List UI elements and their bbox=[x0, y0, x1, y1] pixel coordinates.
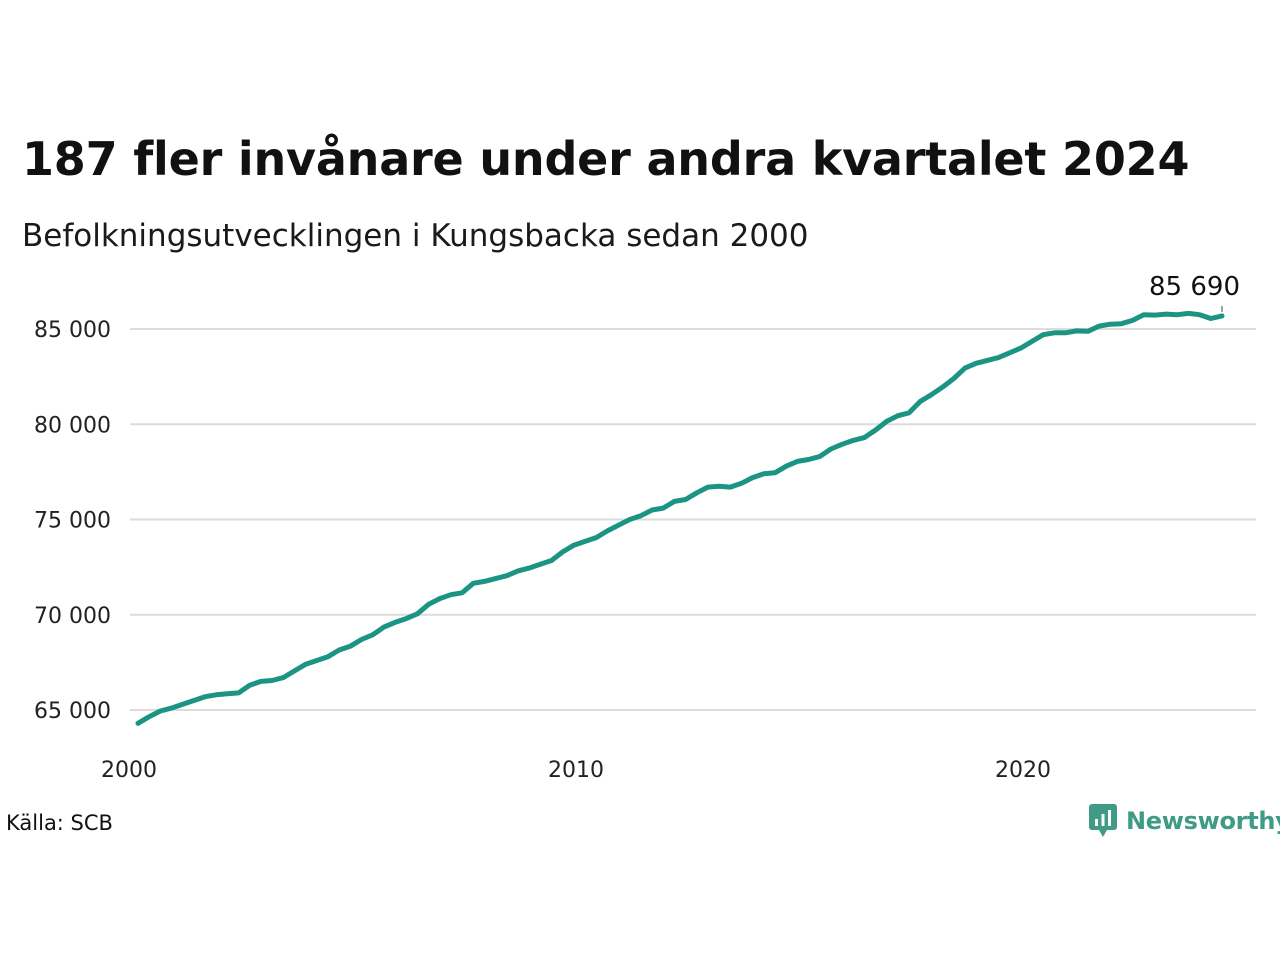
x-tick-label: 2000 bbox=[101, 758, 157, 783]
chart-title: 187 fler invånare under andra kvartalet … bbox=[22, 132, 1190, 186]
series-layer bbox=[135, 310, 1225, 726]
newsworthy-logo[interactable]: Newsworthy bbox=[1088, 803, 1280, 839]
gridlines bbox=[130, 328, 1256, 711]
y-tick-label: 65 000 bbox=[34, 699, 111, 724]
y-tick-label: 75 000 bbox=[34, 509, 111, 534]
x-axis-tick-labels: 2000 2010 2020 bbox=[101, 758, 1051, 783]
annotation-layer: 85 690 bbox=[1149, 272, 1240, 312]
chart-subtitle: Befolkningsutvecklingen i Kungsbacka sed… bbox=[22, 218, 809, 254]
y-axis-tick-labels: 65 000 70 000 75 000 80 000 85 000 bbox=[34, 318, 111, 724]
y-tick-label: 85 000 bbox=[34, 318, 111, 343]
brand-name: Newsworthy bbox=[1126, 807, 1280, 835]
source-note: Källa: SCB bbox=[6, 811, 113, 835]
x-tick-label: 2010 bbox=[548, 758, 604, 783]
newsworthy-chart-icon bbox=[1089, 804, 1117, 837]
y-tick-label: 80 000 bbox=[34, 413, 111, 438]
y-tick-label: 70 000 bbox=[34, 604, 111, 629]
end-value-label: 85 690 bbox=[1149, 272, 1240, 302]
x-tick-label: 2020 bbox=[995, 758, 1051, 783]
series-line-0 bbox=[135, 310, 1225, 726]
